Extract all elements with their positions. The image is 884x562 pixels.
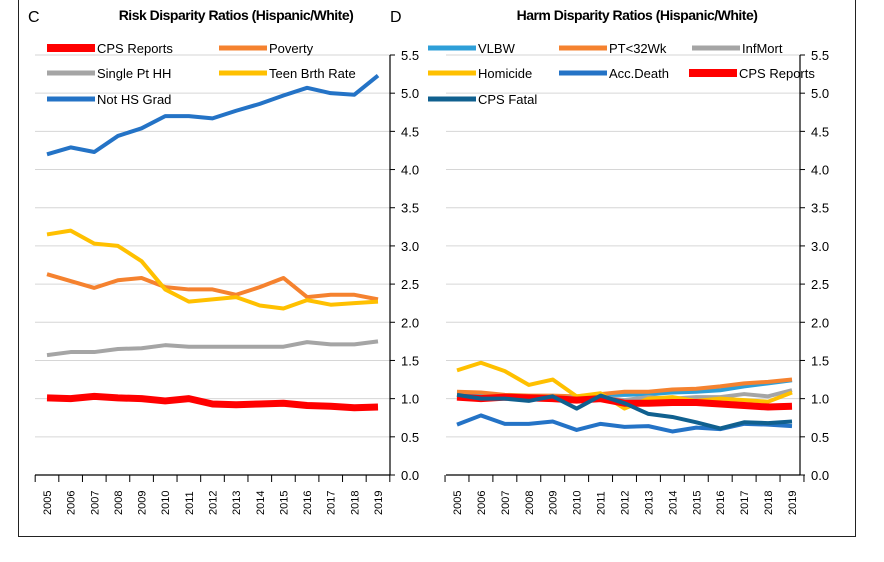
x-tick-label: 2012 <box>620 491 632 515</box>
series-line-single-pt-hh <box>46 339 379 358</box>
y-tick-label: 5.0 <box>811 86 829 101</box>
y-tick-label: 4.5 <box>811 124 829 139</box>
y-tick-label: 0.0 <box>401 468 419 483</box>
x-tick-label: 2009 <box>548 491 560 515</box>
x-tick-label: 2008 <box>524 491 536 515</box>
x-tick-label: 2005 <box>42 491 54 515</box>
x-tick-label: 2009 <box>137 491 149 515</box>
x-tick-label: 2013 <box>231 491 243 515</box>
y-tick-label: 1.0 <box>401 392 419 407</box>
y-tick-label: 4.0 <box>401 163 419 178</box>
legend-label: CPS Reports <box>739 66 815 81</box>
legend-label: Not HS Grad <box>97 92 171 107</box>
y-tick-label: 0.5 <box>401 430 419 445</box>
x-tick-label: 2010 <box>160 491 172 515</box>
y-tick-label: 2.0 <box>401 315 419 330</box>
series-line-poverty <box>46 272 379 302</box>
x-tick-label: 2019 <box>787 491 799 515</box>
x-tick-label: 2008 <box>113 491 125 515</box>
x-tick-label: 2006 <box>476 491 488 515</box>
x-tick-label: 2012 <box>208 491 220 515</box>
x-tick-label: 2005 <box>452 491 464 515</box>
chart-title: Harm Disparity Ratios (Hispanic/White) <box>517 7 758 23</box>
series-line-cps-reports <box>46 392 379 412</box>
panel-label: D <box>390 9 402 26</box>
x-tick-label: 2007 <box>500 491 512 515</box>
x-tick-label: 2018 <box>763 491 775 515</box>
x-tick-label: 2011 <box>596 491 608 515</box>
legend-label: VLBW <box>478 41 516 56</box>
legend-label: Poverty <box>269 41 314 56</box>
x-tick-label: 2017 <box>326 491 338 515</box>
y-tick-label: 2.5 <box>811 277 829 292</box>
y-tick-label: 3.5 <box>401 201 419 216</box>
x-tick-label: 2016 <box>302 491 314 515</box>
x-tick-label: 2019 <box>373 491 385 515</box>
legend-label: Single Pt HH <box>97 66 171 81</box>
y-tick-label: 2.0 <box>811 315 829 330</box>
y-tick-label: 4.5 <box>401 124 419 139</box>
x-tick-label: 2013 <box>643 491 655 515</box>
legend-label: Teen Brth Rate <box>269 66 356 81</box>
legend-label: InfMort <box>742 41 783 56</box>
legend-label: Acc.Death <box>609 66 669 81</box>
x-tick-label: 2018 <box>349 491 361 515</box>
legend-label: CPS Fatal <box>478 92 537 107</box>
chart-title: Risk Disparity Ratios (Hispanic/White) <box>119 7 354 23</box>
y-tick-label: 3.0 <box>811 239 829 254</box>
y-tick-label: 1.0 <box>811 392 829 407</box>
y-tick-label: 2.5 <box>401 277 419 292</box>
x-tick-label: 2006 <box>66 491 78 515</box>
y-tick-label: 3.0 <box>401 239 419 254</box>
x-tick-label: 2014 <box>255 491 267 515</box>
legend-label: CPS Reports <box>97 41 173 56</box>
panel-label: C <box>28 9 40 26</box>
y-tick-label: 5.0 <box>401 86 419 101</box>
x-tick-label: 2007 <box>89 491 101 515</box>
y-tick-label: 0.0 <box>811 468 829 483</box>
y-tick-label: 3.5 <box>811 201 829 216</box>
y-tick-label: 5.5 <box>401 48 419 63</box>
y-tick-label: 4.0 <box>811 163 829 178</box>
legend-label: Homicide <box>478 66 532 81</box>
x-tick-label: 2015 <box>278 491 290 515</box>
figure-frame <box>18 0 856 537</box>
y-tick-label: 1.5 <box>401 353 419 368</box>
legend-label: PT<32Wk <box>609 41 667 56</box>
y-tick-label: 5.5 <box>811 48 829 63</box>
x-tick-label: 2014 <box>667 491 679 515</box>
x-tick-label: 2010 <box>572 491 584 515</box>
y-tick-label: 0.5 <box>811 430 829 445</box>
series-line-not-hs-grad <box>46 74 380 157</box>
y-tick-label: 1.5 <box>811 353 829 368</box>
x-tick-label: 2017 <box>739 491 751 515</box>
x-tick-label: 2011 <box>184 491 196 515</box>
x-tick-label: 2015 <box>691 491 703 515</box>
x-tick-label: 2016 <box>715 491 727 515</box>
